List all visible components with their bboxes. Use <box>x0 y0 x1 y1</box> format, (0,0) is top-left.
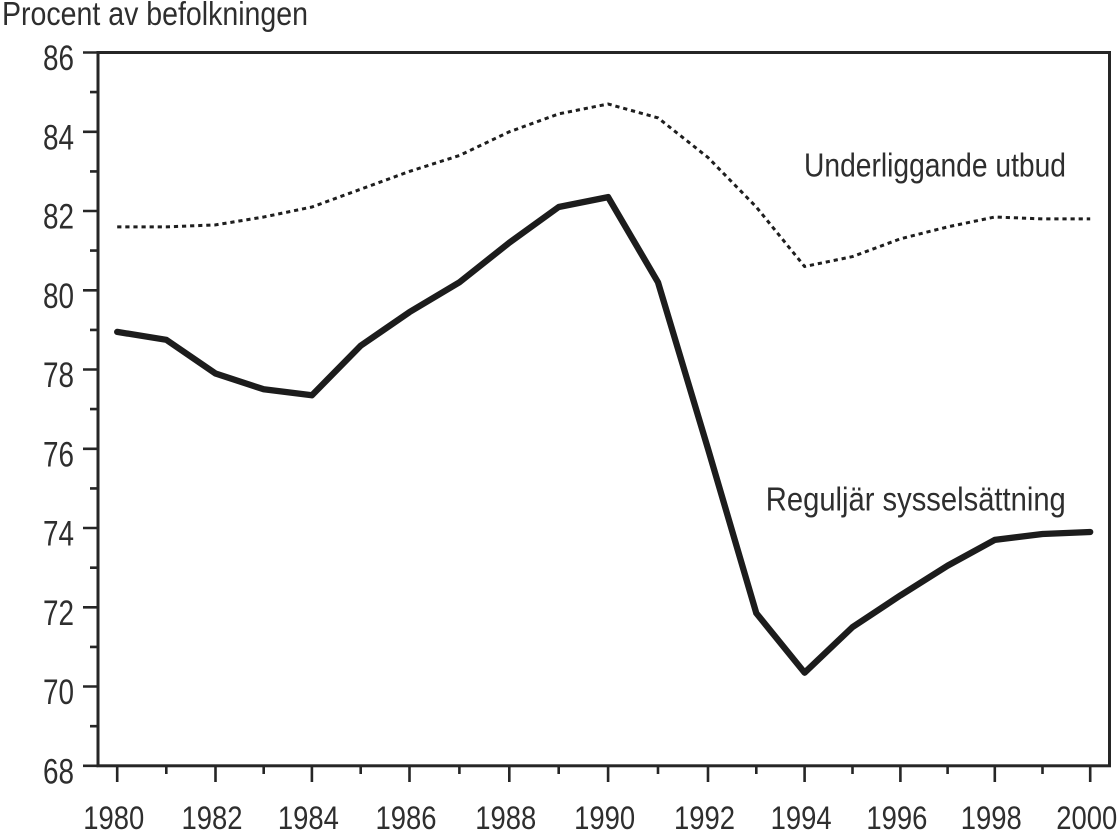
svg-text:80: 80 <box>43 277 74 316</box>
svg-text:1988: 1988 <box>475 800 536 830</box>
svg-text:1986: 1986 <box>376 800 437 830</box>
svg-text:1982: 1982 <box>182 800 243 830</box>
svg-text:84: 84 <box>43 118 74 157</box>
svg-text:68: 68 <box>43 752 74 791</box>
svg-text:1998: 1998 <box>961 800 1022 830</box>
svg-text:70: 70 <box>43 673 74 712</box>
svg-text:Procent av befolkningen: Procent av befolkningen <box>2 0 308 32</box>
svg-text:72: 72 <box>43 594 74 633</box>
svg-text:Underliggande utbud: Underliggande utbud <box>804 147 1066 184</box>
svg-text:Reguljär sysselsättning: Reguljär sysselsättning <box>766 481 1066 518</box>
svg-text:1994: 1994 <box>771 800 832 830</box>
svg-text:1980: 1980 <box>83 800 144 830</box>
svg-text:2000: 2000 <box>1056 800 1117 830</box>
svg-text:1992: 1992 <box>674 800 735 830</box>
svg-text:1984: 1984 <box>278 800 339 830</box>
svg-text:78: 78 <box>43 356 74 395</box>
svg-text:74: 74 <box>43 515 74 554</box>
svg-text:1990: 1990 <box>574 800 635 830</box>
svg-text:82: 82 <box>43 198 74 237</box>
svg-text:1996: 1996 <box>866 800 927 830</box>
svg-text:76: 76 <box>43 435 74 474</box>
svg-text:86: 86 <box>43 39 74 78</box>
